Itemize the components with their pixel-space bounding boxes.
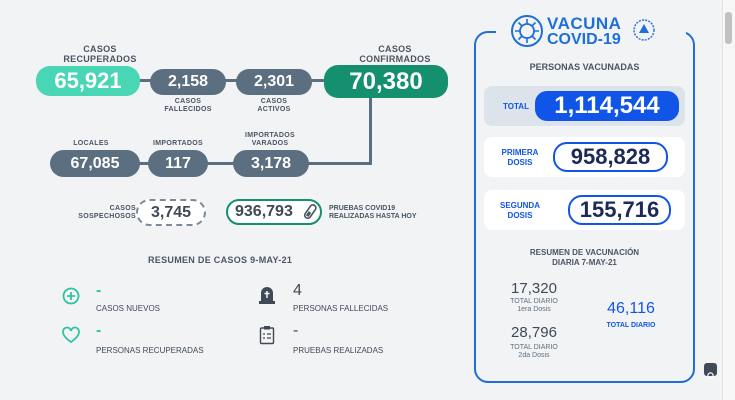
connector-line xyxy=(369,92,372,164)
pruebas-realizadas-value: - xyxy=(293,322,299,339)
tombstone-icon xyxy=(257,285,277,310)
recuperadas-label: PERSONAS RECUPERADAS xyxy=(96,346,204,355)
pruebas-number: 936,793 xyxy=(235,203,293,220)
vacuna-logo-line2: COVID-19 xyxy=(547,31,621,48)
total-label: TOTAL xyxy=(503,102,529,111)
segunda-value: 155,716 xyxy=(568,195,671,225)
recuperadas-value: - xyxy=(96,322,102,339)
resumen-vacunacion-title: RESUMEN DE VACUNACIÓN DIARIA 7-MAY-21 xyxy=(529,248,640,267)
casos-nuevos-value: - xyxy=(96,282,102,299)
scrollbar-track[interactable] xyxy=(722,0,735,400)
activos-label: CASOS ACTIVOS xyxy=(257,98,291,113)
virus-icon xyxy=(510,14,544,53)
recuperados-label: CASOS RECUPERADOS xyxy=(63,44,137,64)
resumen-title: RESUMEN DE CASOS 9-MAY-21 xyxy=(148,255,293,265)
primera-value: 958,828 xyxy=(553,142,668,172)
dosis2-value: 28,796 xyxy=(511,324,557,341)
segunda-label: SEGUNDA DOSIS xyxy=(499,201,540,220)
varados-label: IMPORTADOS VARADOS xyxy=(245,132,295,147)
confirmados-value: 70,380 xyxy=(324,65,448,98)
heart-icon xyxy=(61,326,81,349)
pruebas-realizadas-label: PRUEBAS REALIZADAS xyxy=(293,346,384,355)
sospechosos-label: CASOS SOSPECHOSOS xyxy=(78,205,136,220)
fallecidas-value: 4 xyxy=(293,282,302,299)
vacuna-logo: VACUNA COVID-19 xyxy=(496,12,686,50)
settings-icon xyxy=(707,366,714,384)
locales-label: LOCALES xyxy=(73,140,109,147)
pruebas-value: 936,793 xyxy=(226,199,322,225)
test-tube-icon xyxy=(302,204,318,226)
fallecidas-label: PERSONAS FALLECIDAS xyxy=(293,304,389,313)
accessibility-button[interactable] xyxy=(704,363,717,379)
recuperados-value: 65,921 xyxy=(36,66,140,96)
total-value: 1,114,544 xyxy=(535,91,679,121)
activos-value: 2,301 xyxy=(236,69,312,95)
vacuna-logo-line1: VACUNA xyxy=(547,14,622,33)
total-diario-label: TOTAL DIARIO xyxy=(606,322,656,329)
fallecidos-label: CASOS FALLECIDOS xyxy=(164,98,212,113)
fallecidos-value: 2,158 xyxy=(150,69,226,95)
scrollbar-thumb[interactable] xyxy=(725,12,732,44)
seal-icon xyxy=(632,18,656,47)
primera-label: PRIMERA DOSIS xyxy=(501,148,539,167)
casos-nuevos-label: CASOS NUEVOS xyxy=(96,304,161,313)
pruebas-label: PRUEBAS COVID19 REALIZADAS HASTA HOY xyxy=(329,205,417,220)
total-diario-value: 46,116 xyxy=(607,300,655,317)
dosis1-value: 17,320 xyxy=(511,280,557,297)
connector-line xyxy=(90,162,372,165)
dosis2-label: TOTAL DIARIO 2da Dosis xyxy=(510,344,558,359)
importados-label: IMPORTADOS xyxy=(153,140,203,147)
varados-value: 3,178 xyxy=(233,150,309,177)
confirmados-label: CASOS CONFIRMADOS xyxy=(359,44,431,64)
dosis1-label: TOTAL DIARIO 1era Dosis xyxy=(510,298,558,313)
personas-vacunadas-title: PERSONAS VACUNADAS xyxy=(529,62,640,72)
sospechosos-value: 3,745 xyxy=(136,199,206,226)
clipboard-icon xyxy=(259,325,275,350)
plus-circle-icon xyxy=(62,287,80,310)
importados-value: 117 xyxy=(148,150,208,177)
locales-value: 67,085 xyxy=(50,150,140,177)
